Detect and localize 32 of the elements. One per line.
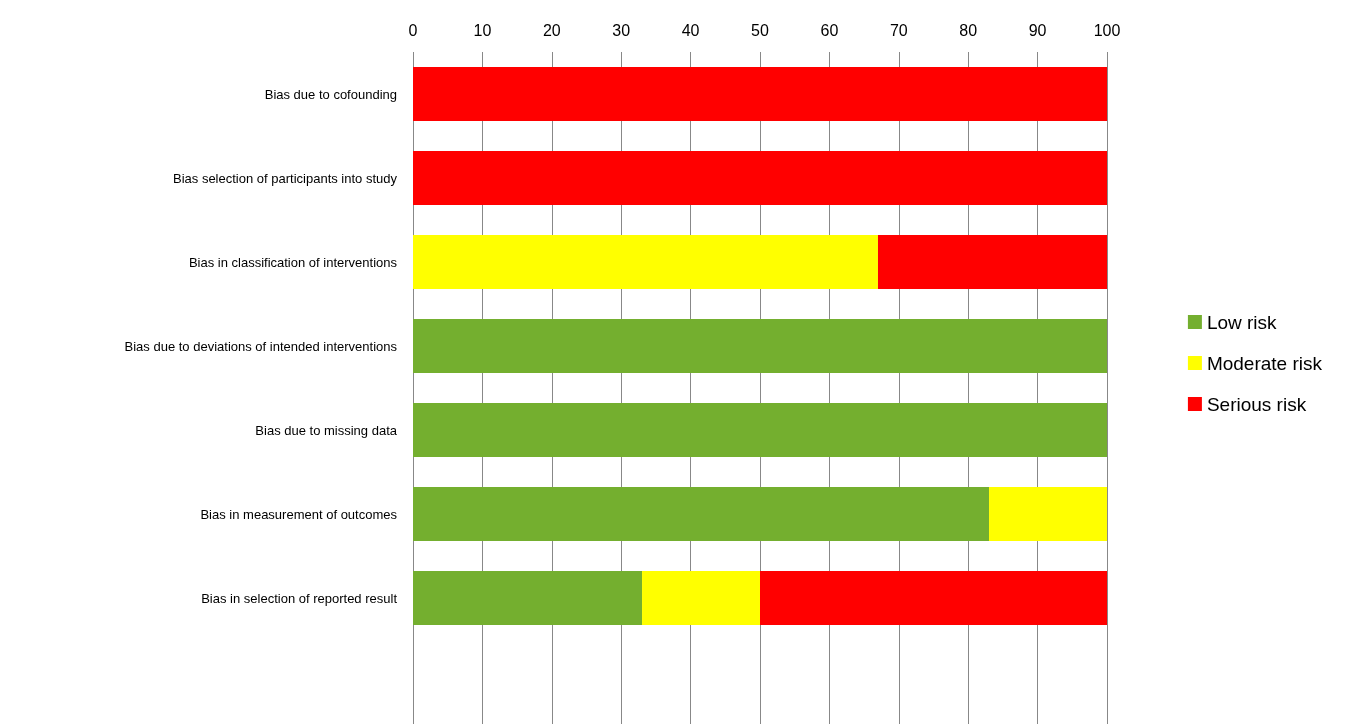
x-tick-label: 40 [681,21,700,39]
x-tick-label: 20 [542,21,561,39]
x-tick-label: 60 [820,21,839,39]
y-tick-label: Bias due to missing data [255,422,398,438]
bar [989,487,1107,541]
bar [642,571,760,625]
legend-label: Serious risk [1206,393,1307,415]
y-tick-label: Bias in classification of interventions [188,254,398,270]
x-tick-label: 100 [1093,21,1121,39]
legend-label: Low risk [1206,311,1278,333]
x-tick-label: 80 [959,21,978,39]
bar [413,235,878,289]
x-tick-label: 30 [612,21,631,39]
bar [413,319,1107,373]
y-tick-label: Bias in selection of reported result [201,590,398,606]
x-tick-label: 90 [1028,21,1047,39]
bar [413,571,643,625]
bar [760,571,1107,625]
bar [413,151,1107,205]
x-tick-label: 10 [473,21,492,39]
x-tick-label: 0 [408,21,418,39]
bar [877,235,1107,289]
y-tick-label: Bias selection of participants into study [172,170,398,186]
legend-label: Moderate risk [1206,352,1323,374]
x-tick-label: 70 [889,21,908,39]
x-tick-label: 50 [751,21,769,39]
y-tick-label: Bias due to cofounding [264,86,397,102]
bar [413,67,1107,121]
y-tick-label: Bias due to deviations of intended interventions [124,338,398,354]
bar [413,403,1107,457]
y-tick-label: Bias in measurement of outcomes [200,506,398,522]
bar [413,487,990,541]
